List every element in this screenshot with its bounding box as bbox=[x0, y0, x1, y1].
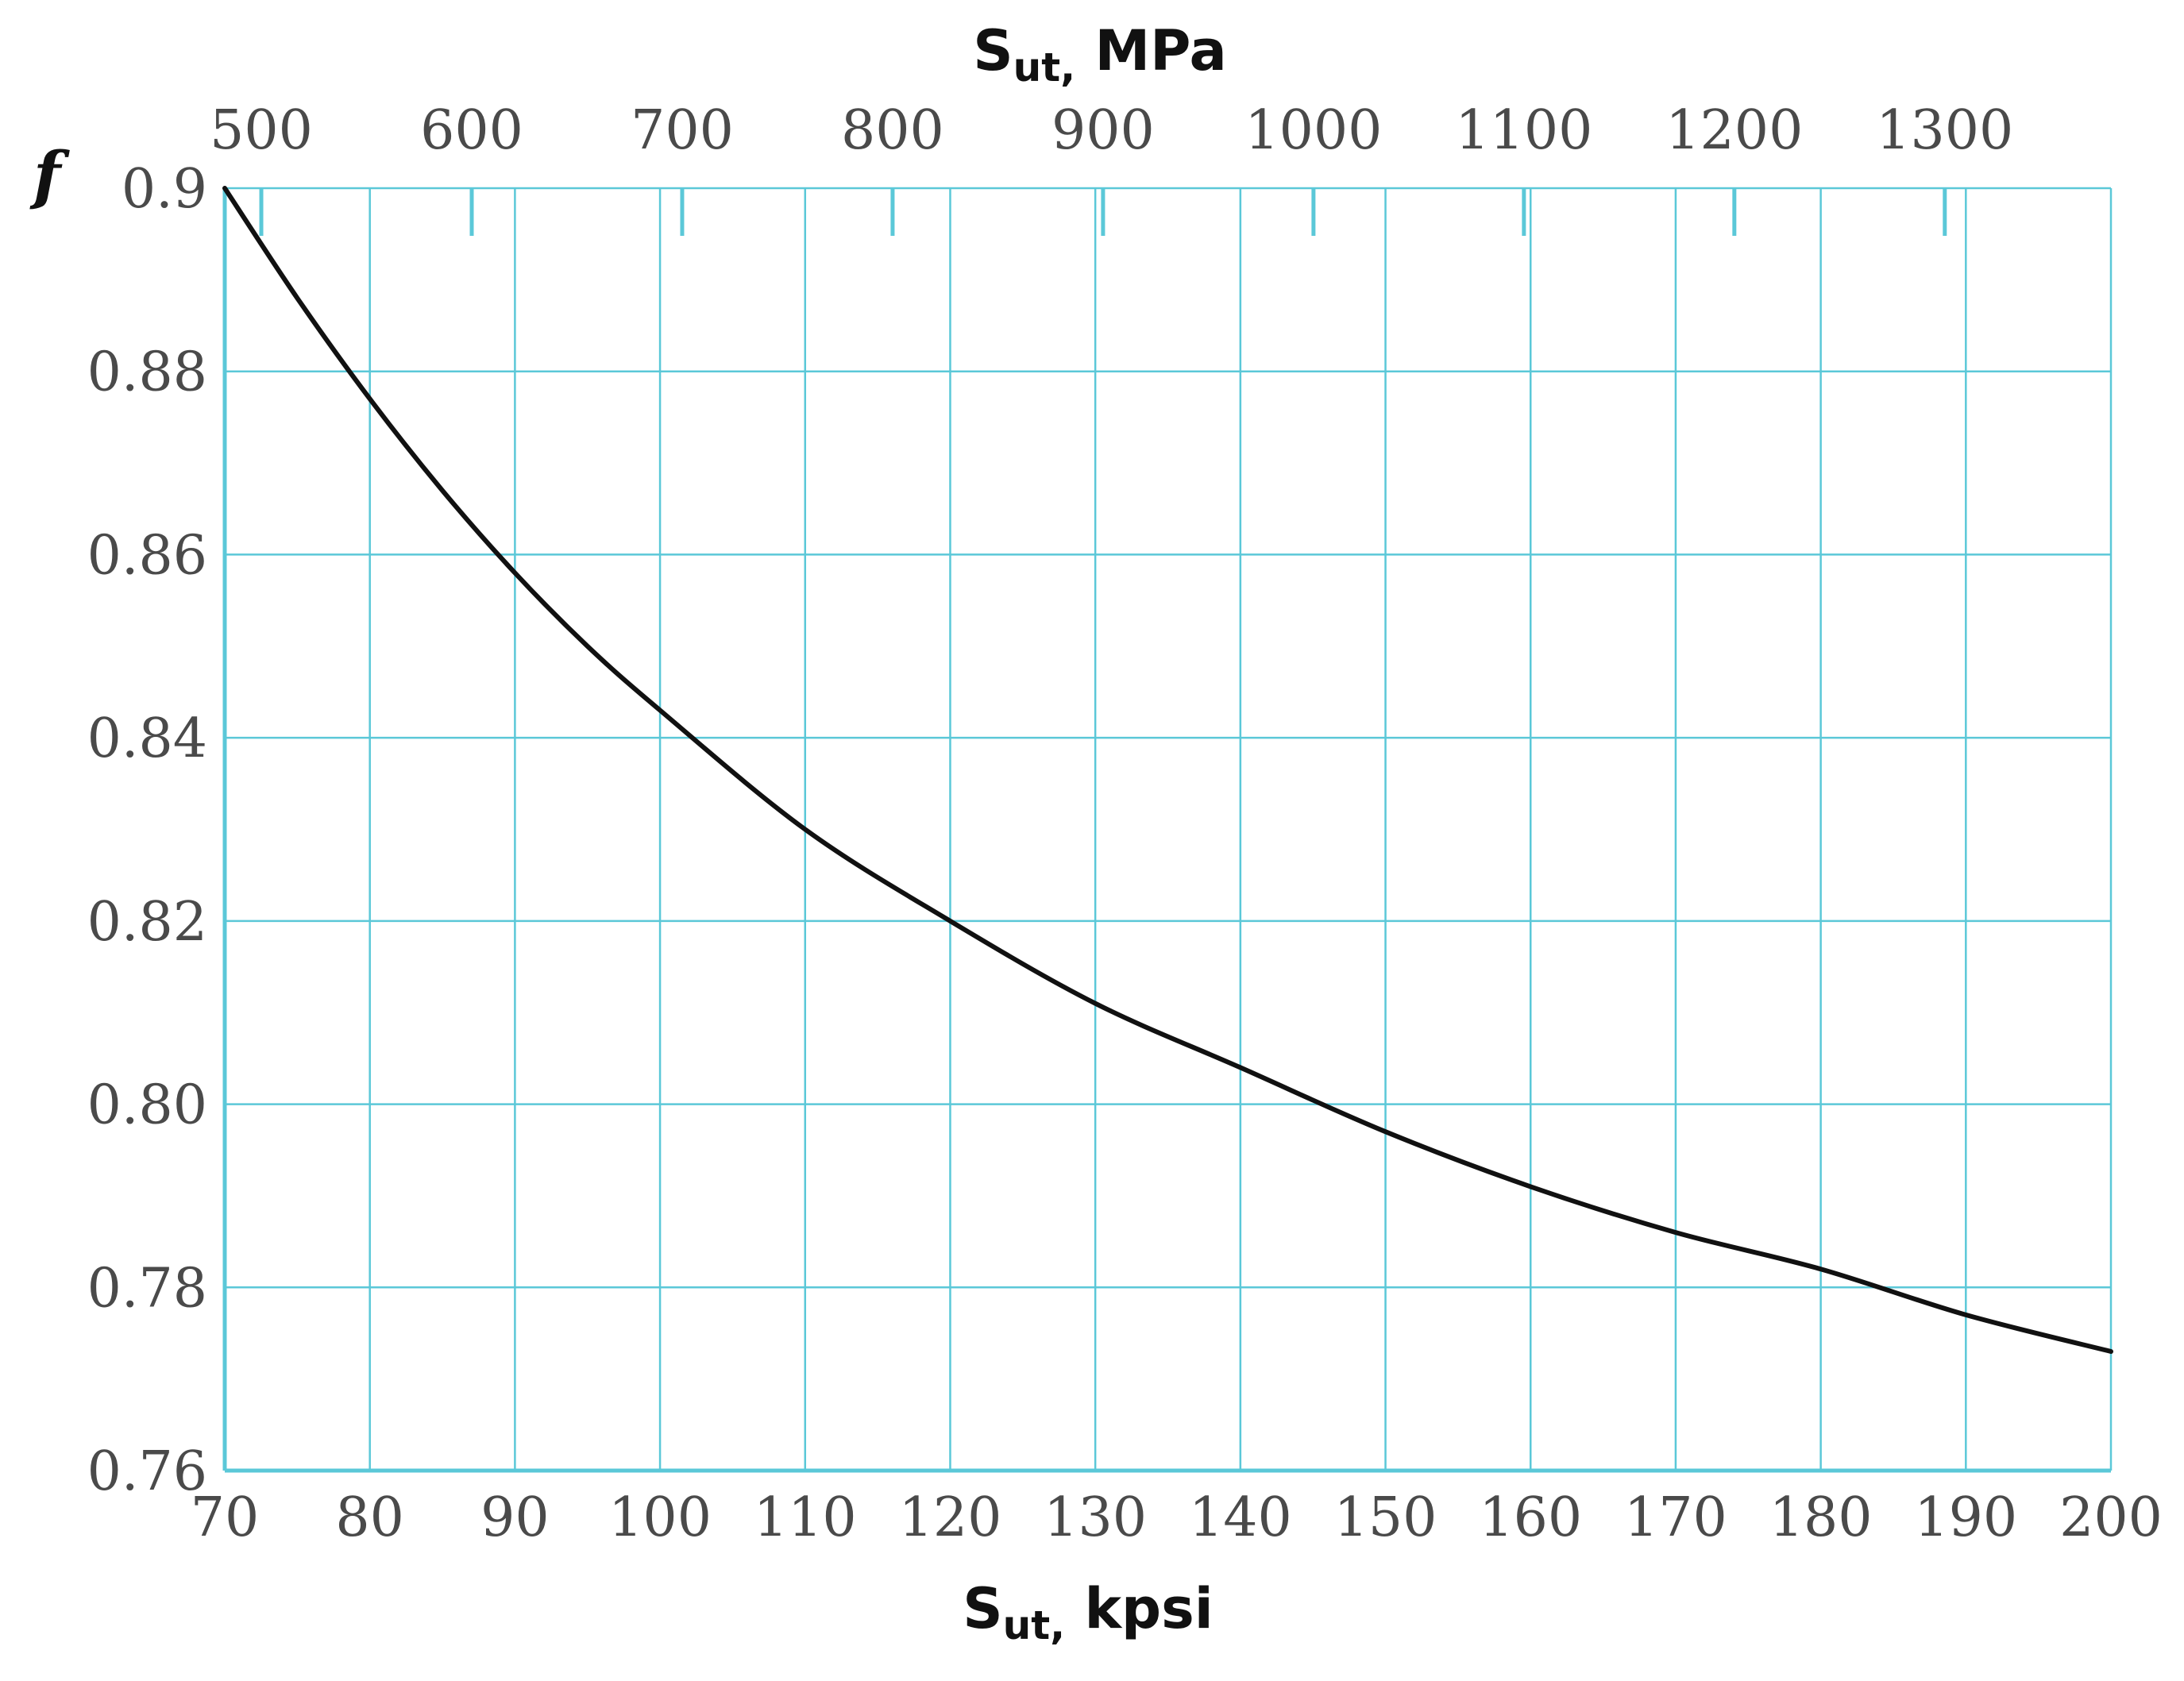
x-tick-label: 70 bbox=[191, 1486, 260, 1549]
y-tick-label: 0.88 bbox=[87, 341, 207, 404]
top-axis-tick-label: 800 bbox=[841, 99, 944, 162]
top-axis-tick-label: 600 bbox=[420, 99, 523, 162]
plot-area bbox=[222, 186, 2113, 1354]
x-tick-label: 190 bbox=[1914, 1486, 2017, 1549]
tick-labels: 70 80 90 100 110 120 130 140 150 160 170 180 190 200 0… bbox=[87, 158, 2163, 1549]
x-tick-label: 100 bbox=[608, 1486, 712, 1549]
top-axis-tick-label: 1200 bbox=[1665, 99, 1803, 162]
x-tick-label: 120 bbox=[899, 1486, 1002, 1549]
top-axis-tick-label: 1000 bbox=[1244, 99, 1382, 162]
top-axis-tick-label: 1100 bbox=[1455, 99, 1592, 162]
y-tick-label: 0.78 bbox=[87, 1257, 207, 1320]
top-axis: 500 600 700 800 900 1000 1100 1200 1300 bbox=[210, 99, 2013, 236]
grid bbox=[223, 187, 2113, 1472]
x-tick-label: 180 bbox=[1769, 1486, 1873, 1549]
x-tick-label: 200 bbox=[2059, 1486, 2163, 1549]
x-tick-label: 170 bbox=[1624, 1486, 1727, 1549]
x-axis-top-title: Sut, MPa bbox=[973, 18, 1227, 91]
y-tick-label: 0.82 bbox=[87, 891, 207, 954]
top-axis-tick-label: 900 bbox=[1051, 99, 1155, 162]
y-tick-label: 0.76 bbox=[87, 1440, 207, 1503]
top-axis-tick-label: 500 bbox=[210, 99, 313, 162]
x-tick-label: 90 bbox=[480, 1486, 550, 1549]
axes bbox=[222, 188, 2111, 1473]
top-axis-tick-label: 700 bbox=[631, 99, 734, 162]
y-tick-label: 0.84 bbox=[87, 707, 207, 770]
top-axis-tick-label: 1300 bbox=[1876, 99, 2013, 162]
x-axis-bottom-title: Sut, kpsi bbox=[963, 1576, 1214, 1648]
x-tick-label: 140 bbox=[1189, 1486, 1292, 1549]
x-tick-label: 110 bbox=[754, 1486, 857, 1549]
y-tick-label: 0.9 bbox=[122, 158, 207, 221]
x-tick-label: 150 bbox=[1334, 1486, 1437, 1549]
y-tick-label: 0.80 bbox=[87, 1074, 207, 1137]
x-tick-label: 160 bbox=[1479, 1486, 1582, 1549]
x-tick-label: 80 bbox=[335, 1486, 404, 1549]
y-tick-label: 0.86 bbox=[87, 524, 207, 587]
x-tick-label: 130 bbox=[1044, 1486, 1147, 1549]
y-axis-title: f bbox=[29, 137, 70, 212]
series-line bbox=[222, 186, 2113, 1354]
